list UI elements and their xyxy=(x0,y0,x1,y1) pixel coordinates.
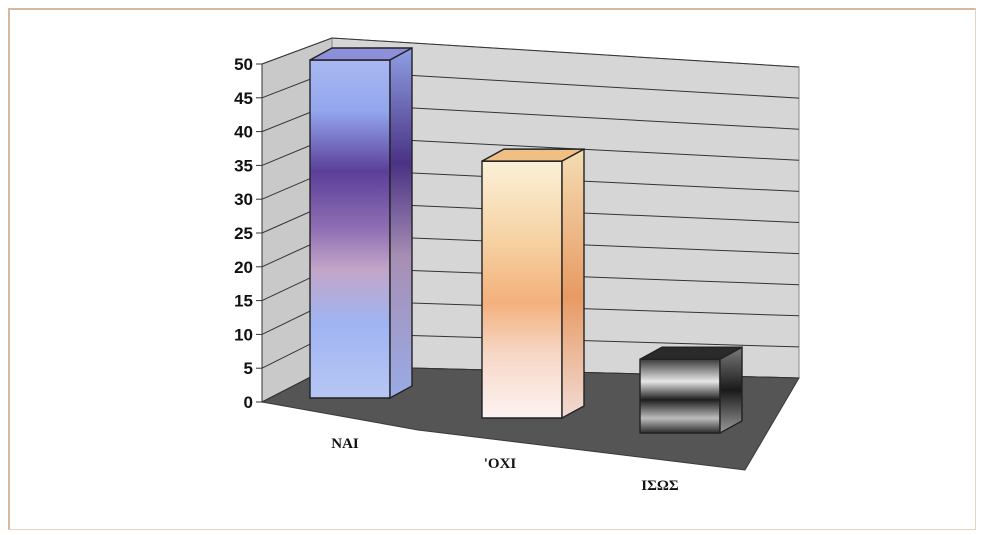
bar-3 xyxy=(639,346,743,435)
y-tick-label: 20 xyxy=(234,258,253,277)
y-tick-label: 0 xyxy=(244,393,253,412)
y-axis: 0 5 10 15 20 25 30 35 40 45 50 xyxy=(234,55,263,412)
bar-front xyxy=(481,160,563,419)
bar-front xyxy=(639,358,721,434)
bar-1 xyxy=(309,46,413,400)
x-category-label: 'OXI xyxy=(484,456,517,472)
y-tick-label: 40 xyxy=(234,123,253,142)
x-category-label: NAI xyxy=(331,436,359,452)
y-tick-label: 35 xyxy=(234,156,253,175)
x-axis-labels: NAI 'OXI ΙΣΩΣ xyxy=(331,436,679,494)
bar-2 xyxy=(481,147,585,420)
y-tick-label: 30 xyxy=(234,190,253,209)
x-category-label: ΙΣΩΣ xyxy=(641,478,679,494)
y-tick-label: 25 xyxy=(234,224,253,243)
y-tick-label: 15 xyxy=(234,292,253,311)
bar-side xyxy=(389,46,413,400)
bar-side xyxy=(561,147,585,420)
gridline xyxy=(261,37,800,68)
bars xyxy=(309,46,743,435)
y-tick-label: 45 xyxy=(234,89,253,108)
y-tick-label: 5 xyxy=(244,359,253,378)
y-tick-label: 10 xyxy=(234,325,253,344)
bar-front xyxy=(309,59,391,399)
y-tick-label: 50 xyxy=(234,55,253,74)
bar-side xyxy=(719,346,743,435)
